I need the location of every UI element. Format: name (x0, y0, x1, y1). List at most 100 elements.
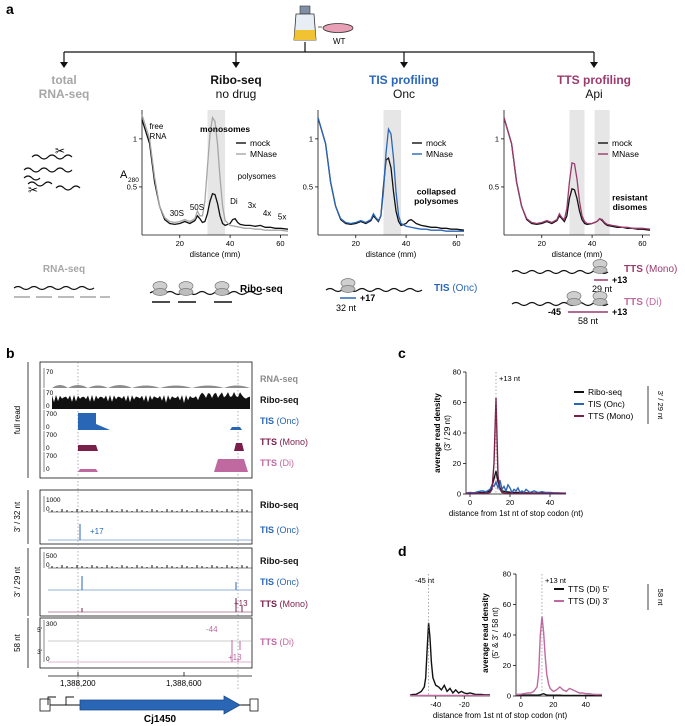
x-tick-label: 40 (582, 700, 590, 709)
x-axis-label: distance from 1st nt of stop codon (nt) (433, 711, 568, 720)
culture-flask-icon (293, 5, 317, 41)
scissors-icon-2: ✂ (28, 183, 38, 197)
series-line-1 (317, 117, 464, 232)
ribosome-icon (178, 281, 194, 296)
panel-a-label: a (6, 1, 14, 17)
y-tick-label: 60 (453, 398, 461, 407)
track-label: TIS (Onc) (260, 525, 299, 535)
coord-left: 1,388,200 (60, 679, 96, 688)
track-label-suffix: (Mono) (280, 437, 309, 447)
track-annotation-2: +13 (228, 653, 242, 662)
browser-track-6: TIS (Onc) +17 (48, 524, 299, 541)
tis-schematic-name: TIS (434, 283, 452, 294)
x-axis-label: distance (mm) (366, 250, 417, 259)
track-label-name: RNA-seq (260, 374, 298, 384)
y-axis-label-2: (5' & 3' / 58 nt) (491, 607, 500, 659)
tis-mrna (325, 287, 423, 293)
browser-track-10: 300 0 5' 3' TTS (Di) -44 +13 (37, 620, 294, 663)
column-subtitle-1: no drug (216, 87, 257, 101)
track-signal (78, 413, 242, 430)
legend-label: MNase (250, 149, 277, 159)
chart-annotation: Di (230, 197, 238, 206)
series-line-0 (409, 622, 490, 696)
track-label-name: TIS (260, 416, 277, 426)
track-group-box (39, 617, 253, 669)
track-label: TIS (Onc) (260, 416, 299, 426)
y-tick-label: 1 (495, 134, 499, 143)
column-title-2: TIS profiling (369, 73, 439, 87)
series-line-1 (503, 117, 651, 230)
peak-annotation-2: +13 nt (545, 576, 567, 585)
tts-mono-mrna (511, 269, 609, 275)
riboseq-mrna (149, 290, 263, 296)
gene-name: Cj1450 (144, 714, 177, 725)
y-tick-label: 40 (453, 429, 461, 438)
track-zero: 0 (46, 506, 50, 513)
track-zero: 0 (46, 562, 50, 569)
legend-label: mock (612, 138, 633, 148)
track-zero: 0 (46, 445, 50, 452)
track-zero: 0 (46, 424, 50, 431)
y-tick-label: 0.5 (127, 182, 137, 191)
ribosome-icon (340, 278, 356, 293)
y-tick-label: 20 (503, 661, 511, 670)
track-signal (78, 459, 248, 472)
tts-di-schematic-name: TTS (624, 297, 646, 308)
track-signal (52, 392, 250, 409)
track-label-name: Ribo-seq (260, 395, 299, 405)
x-tick-label: -20 (459, 700, 470, 709)
series-line-1 (141, 114, 289, 232)
column-title-0: total (51, 73, 76, 87)
chart-annotation: RNA (150, 132, 168, 141)
browser-track-2: 700 0 TIS (Onc) (43, 410, 299, 431)
x-tick-label: 20 (352, 239, 360, 248)
y-tick-label: 1 (133, 134, 137, 143)
chart-annotation: resistant (612, 192, 648, 202)
x-tick-label: 40 (402, 239, 410, 248)
legend-label: TTS (Di) 3' (568, 596, 609, 606)
x-tick-label: 40 (226, 239, 234, 248)
chart-annotation: collapsed (417, 187, 456, 197)
track-scale: 70 (46, 369, 54, 376)
downstream-gene (249, 698, 259, 712)
track-scale: 1000 (46, 497, 61, 504)
legend-label: MNase (612, 149, 639, 159)
legend-label: TTS (Mono) (588, 411, 634, 421)
chart-annotation: 4x (263, 209, 271, 218)
rnaseq-mrna (13, 285, 95, 291)
series-line-1 (465, 479, 566, 494)
panel-d-label: d (398, 543, 407, 559)
series-line-1 (515, 616, 602, 696)
peak-annotation: +13 nt (499, 374, 521, 383)
x-axis-label: distance from 1st nt of stop codon (nt) (449, 509, 584, 518)
shaded-region-0 (207, 110, 226, 235)
chart-annotation: monosomes (200, 124, 250, 134)
series-line-0 (317, 117, 465, 231)
track-group-label: 58 nt (13, 633, 22, 652)
tts-mono-schematic-name: TTS (624, 264, 646, 275)
track-label-suffix: (Di) (280, 637, 295, 647)
legend-label: TTS (Di) 5' (568, 584, 609, 594)
track-group-box (39, 489, 253, 545)
track-label-suffix: (Onc) (277, 416, 300, 426)
track-zero: 0 (46, 466, 50, 473)
ribosome-icon (152, 281, 168, 296)
column-subtitle-3: Api (585, 87, 602, 101)
chart-annotation: 3x (248, 201, 256, 210)
tts-di-schematic-label: TTS (Di) (624, 297, 662, 308)
browser-track-0: 70 RNA-seq (43, 368, 298, 388)
track-label-name: TIS (260, 577, 277, 587)
x-tick-label: 60 (276, 239, 284, 248)
tis-offset: +17 (360, 293, 375, 303)
tts-di-schematic-suffix: (Di) (646, 297, 662, 308)
legend-label: Ribo-seq (588, 387, 622, 397)
x-tick-label: 20 (506, 498, 514, 507)
series-line-2 (465, 397, 566, 495)
browser-track-8: TIS (Onc) (48, 576, 299, 591)
promoter-arrow-icon-2 (47, 696, 56, 705)
track-signal (52, 385, 250, 388)
a280-label: A (120, 169, 128, 181)
chart-annotation: disomes (613, 202, 648, 212)
track-label: TTS (Mono) (260, 437, 308, 447)
